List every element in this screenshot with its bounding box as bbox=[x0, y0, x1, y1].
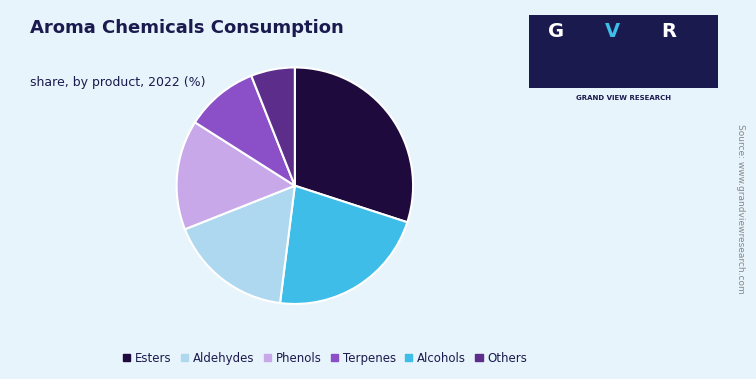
FancyBboxPatch shape bbox=[529, 15, 718, 88]
Wedge shape bbox=[177, 122, 295, 229]
Wedge shape bbox=[185, 186, 295, 303]
Text: Aroma Chemicals Consumption: Aroma Chemicals Consumption bbox=[30, 19, 344, 37]
Wedge shape bbox=[280, 186, 407, 304]
Text: G: G bbox=[548, 22, 564, 41]
Text: Source: www.grandviewresearch.com: Source: www.grandviewresearch.com bbox=[736, 124, 745, 293]
Text: R: R bbox=[662, 22, 677, 41]
Text: share, by product, 2022 (%): share, by product, 2022 (%) bbox=[30, 76, 206, 89]
Wedge shape bbox=[251, 67, 295, 186]
Legend: Esters, Aldehydes, Phenols, Terpenes, Alcohols, Others: Esters, Aldehydes, Phenols, Terpenes, Al… bbox=[119, 347, 531, 369]
Text: GRAND VIEW RESEARCH: GRAND VIEW RESEARCH bbox=[576, 95, 671, 101]
Wedge shape bbox=[295, 67, 413, 222]
Wedge shape bbox=[195, 76, 295, 186]
Text: V: V bbox=[605, 22, 620, 41]
